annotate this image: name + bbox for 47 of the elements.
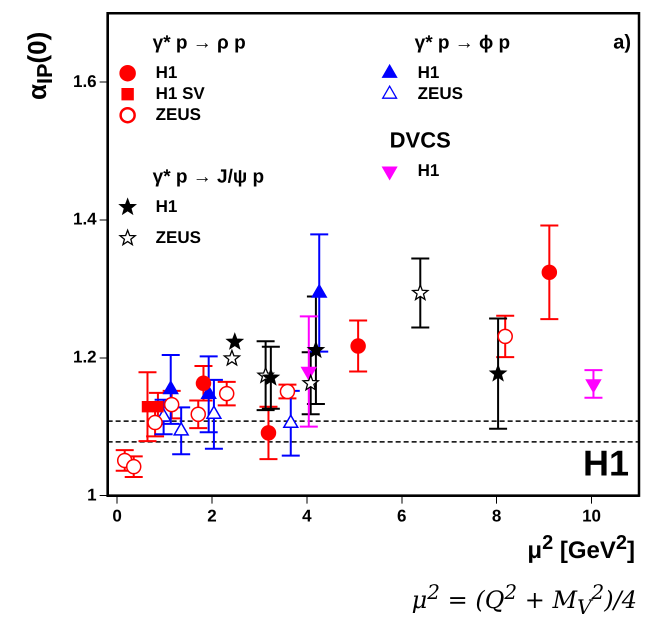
point <box>312 284 327 298</box>
point <box>201 386 216 400</box>
legend-label: H1 <box>418 160 440 180</box>
annotation: γ* p → ρ p <box>152 32 246 54</box>
point <box>302 374 319 390</box>
point <box>260 425 276 441</box>
x-tick-label: 2 <box>207 506 217 526</box>
x-tick-label: 6 <box>397 506 407 526</box>
x-tick-label: 0 <box>112 506 122 526</box>
point <box>190 406 206 422</box>
point <box>152 401 164 412</box>
point <box>196 376 212 392</box>
y-tick-label: 1.2 <box>72 347 97 366</box>
x-tick-label: 8 <box>492 506 502 526</box>
point <box>262 369 280 385</box>
annotation: H1 <box>582 442 629 484</box>
y-tick-label: 1.4 <box>72 210 98 229</box>
point <box>497 328 513 344</box>
point <box>490 364 506 381</box>
x-axis-title: μ$^{2}$ [GeV$^{2}$] <box>527 532 635 565</box>
point <box>142 401 154 412</box>
point <box>308 342 324 358</box>
point <box>126 458 142 474</box>
text: μ$^{2}$ = (Q$^{2}$ + M$_{V}$$^{2}$)/4 <box>412 580 637 619</box>
point <box>147 414 163 430</box>
point <box>164 396 180 412</box>
x-tick-label: 10 <box>582 506 602 526</box>
legend-label: ZEUS <box>156 104 201 124</box>
y-tick-label: 1 <box>87 485 97 504</box>
point <box>226 333 244 350</box>
annotation: DVCS <box>390 127 451 152</box>
legend-label: H1 <box>156 196 178 216</box>
point <box>412 284 429 300</box>
point <box>542 264 558 280</box>
point <box>218 386 234 402</box>
annotation: γ* p → ϕ p <box>414 32 510 54</box>
point <box>350 338 366 354</box>
legend-label: H1 <box>156 62 178 82</box>
annotation: γ* p → J/ψ p <box>152 166 264 188</box>
y-tick-label: 1.6 <box>72 72 97 91</box>
x-tick-label: 4 <box>302 506 312 526</box>
legend-label: H1 <box>418 62 440 82</box>
legend-label: ZEUS <box>418 84 463 103</box>
legend-label: H1 SV <box>156 84 206 103</box>
annotation: a) <box>613 32 631 54</box>
legend-label: ZEUS <box>156 228 201 247</box>
point <box>224 350 240 366</box>
